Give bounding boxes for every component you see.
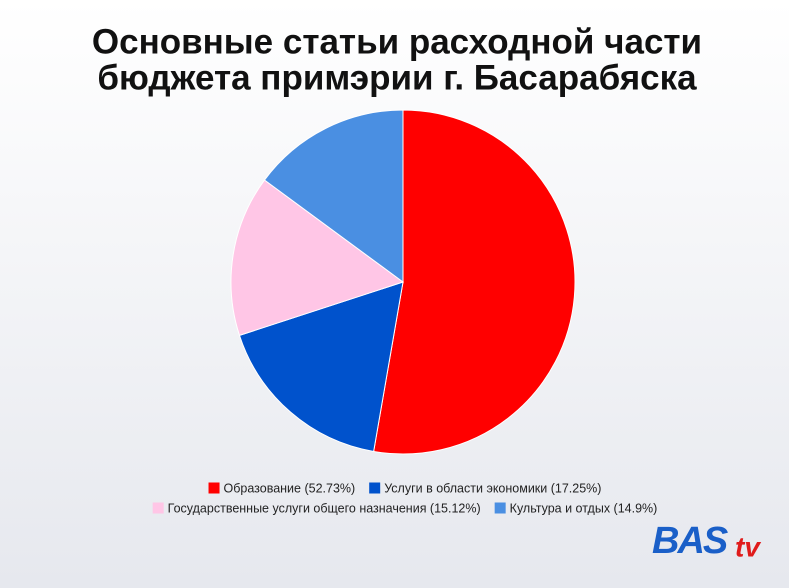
pie-slice xyxy=(230,179,405,336)
legend-label: Образование (52.73%) xyxy=(224,481,356,495)
logo-main: BAS xyxy=(652,520,728,562)
legend-swatch xyxy=(208,482,220,494)
pie xyxy=(230,109,576,455)
logo: BAS tv xyxy=(652,520,761,562)
pie-slice xyxy=(373,109,576,455)
pie-slice xyxy=(263,109,404,283)
legend-swatch xyxy=(369,482,381,494)
legend: Образование (52.73%) Услуги в области эко… xyxy=(152,481,658,515)
legend-label: Услуги в области экономики (17.25%) xyxy=(384,481,601,495)
legend-label: Культура и отдых (14.9%) xyxy=(510,501,658,515)
pie-slice xyxy=(238,281,404,453)
legend-swatch xyxy=(152,502,164,514)
chart-title: бюджета примэрии г. Басарабяска xyxy=(97,58,697,97)
legend-swatch xyxy=(494,502,506,514)
logo-suffix: tv xyxy=(735,531,761,562)
legend-label: Государственные услуги общего назначения… xyxy=(168,501,481,515)
chart-title: Основные статьи расходной части xyxy=(92,22,702,61)
